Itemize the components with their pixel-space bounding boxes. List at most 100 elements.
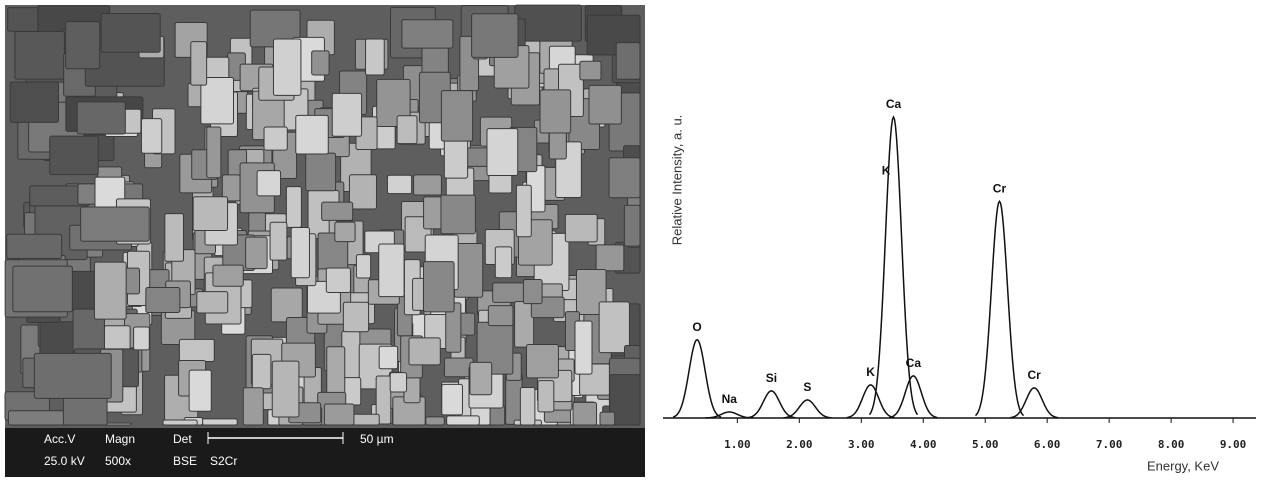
crystal xyxy=(493,283,528,303)
x-axis-title: Energy, KeV xyxy=(1147,458,1219,473)
crystal xyxy=(609,158,640,198)
crystal xyxy=(257,171,280,196)
crystal xyxy=(296,115,328,154)
crystal xyxy=(134,327,150,350)
crystal xyxy=(179,339,214,361)
crystal xyxy=(379,346,397,369)
crystal xyxy=(81,207,150,241)
x-tick-label: 3.00 xyxy=(848,438,875,451)
crystal xyxy=(343,302,368,332)
crystal xyxy=(272,361,299,417)
crystal xyxy=(397,116,417,144)
sem-label: Det xyxy=(173,432,192,446)
sem-label: Acc.V xyxy=(44,432,75,446)
crystal xyxy=(409,338,440,365)
crystal xyxy=(50,136,98,174)
peak-label: Na xyxy=(722,392,738,406)
crystal xyxy=(34,353,111,398)
crystal xyxy=(252,354,271,388)
crystal xyxy=(441,195,475,234)
crystal xyxy=(7,234,62,258)
crystal xyxy=(191,42,207,86)
crystal xyxy=(520,387,535,425)
crystal xyxy=(165,214,184,262)
crystal xyxy=(146,288,180,313)
crystal xyxy=(442,384,463,415)
crystal xyxy=(565,214,597,242)
x-tick-label: 6.00 xyxy=(1034,438,1061,451)
crystal xyxy=(538,381,554,412)
crystal xyxy=(624,205,640,246)
crystal xyxy=(423,262,454,312)
crystal xyxy=(197,292,228,313)
crystal xyxy=(402,20,453,48)
crystal xyxy=(322,202,353,220)
crystal xyxy=(243,388,263,425)
crystal xyxy=(15,31,65,79)
crystal xyxy=(575,321,592,374)
crystal xyxy=(66,22,100,69)
crystal xyxy=(349,175,376,209)
spectrum-peak xyxy=(889,376,937,418)
crystal xyxy=(201,419,237,425)
peak-label: K xyxy=(866,365,875,379)
crystal xyxy=(207,127,221,178)
crystal xyxy=(213,265,243,286)
crystal xyxy=(344,378,361,405)
crystal xyxy=(441,91,472,141)
crystal xyxy=(141,119,161,154)
sem-label: S2Cr xyxy=(210,454,237,468)
crystal xyxy=(589,85,621,124)
crystal xyxy=(426,417,444,425)
annotation: K xyxy=(882,163,891,177)
crystal xyxy=(488,306,513,326)
crystal xyxy=(306,153,336,191)
x-tick-label: 2.00 xyxy=(786,438,813,451)
crystal xyxy=(599,302,629,353)
crystal xyxy=(286,187,301,228)
crystal xyxy=(414,175,442,195)
sem-image: Acc.V Magn Det 50 µm 25.0 kV 500x BSE S2… xyxy=(5,5,645,477)
info-bar xyxy=(5,428,645,477)
peak-label: Ca xyxy=(906,356,922,370)
crystal xyxy=(487,129,518,176)
crystal xyxy=(271,288,302,322)
spectrum-peak xyxy=(976,201,1024,415)
crystal xyxy=(616,43,640,80)
crystal xyxy=(379,244,404,297)
y-axis-title: Relative Intensity, a. u. xyxy=(669,115,684,246)
sem-label: Magn xyxy=(105,432,135,446)
crystal xyxy=(472,14,518,58)
crystal xyxy=(335,222,355,242)
crystal xyxy=(573,402,597,425)
sem-label: 500x xyxy=(105,454,131,468)
crystal xyxy=(249,213,266,234)
crystal xyxy=(324,404,354,425)
x-tick-label: 1.00 xyxy=(724,438,751,451)
peak-label: Ca xyxy=(886,97,902,111)
crystal xyxy=(10,82,58,122)
crystal xyxy=(596,245,624,271)
crystal xyxy=(13,266,72,312)
crystal xyxy=(495,247,511,278)
crystal xyxy=(366,39,385,75)
peak-label: O xyxy=(692,320,701,334)
crystal xyxy=(264,127,287,150)
crystal xyxy=(390,373,406,392)
x-tick-label: 7.00 xyxy=(1096,438,1123,451)
x-tick-label: 8.00 xyxy=(1158,438,1185,451)
crystal xyxy=(94,262,126,319)
crystal xyxy=(470,362,492,394)
crystal xyxy=(101,13,160,52)
crystal xyxy=(447,416,480,425)
figure: Acc.V Magn Det 50 µm 25.0 kV 500x BSE S2… xyxy=(0,0,1264,485)
crystal xyxy=(77,102,125,134)
peak-label: Si xyxy=(766,371,777,385)
peak-label: S xyxy=(803,380,811,394)
crystal xyxy=(163,420,197,425)
crystal xyxy=(312,51,329,75)
crystal xyxy=(326,268,350,293)
crystal xyxy=(527,345,559,378)
crystal xyxy=(332,93,361,136)
sem-label: BSE xyxy=(173,454,197,468)
